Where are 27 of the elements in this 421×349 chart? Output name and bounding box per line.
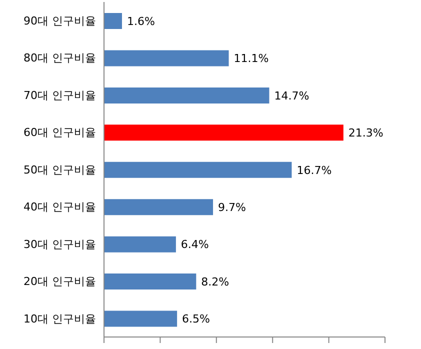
data-label: 1.6% bbox=[126, 14, 155, 28]
bar bbox=[104, 124, 344, 141]
bar bbox=[104, 310, 178, 327]
y-tick-label: 40대 인구비율 bbox=[24, 200, 96, 214]
y-tick-label: 90대 인구비율 bbox=[24, 14, 96, 28]
bar bbox=[104, 274, 196, 290]
data-label: 8.2% bbox=[201, 275, 230, 288]
bar bbox=[104, 87, 270, 104]
y-tick-label: 20대 인구비율 bbox=[24, 275, 96, 288]
data-label: 6.5% bbox=[182, 312, 210, 326]
bar bbox=[104, 236, 176, 252]
bar bbox=[104, 162, 292, 178]
y-tick-label: 50대 인구비율 bbox=[24, 163, 96, 176]
y-tick-label: 30대 인구비율 bbox=[24, 238, 96, 251]
y-tick-label: 10대 인구비율 bbox=[24, 312, 96, 326]
y-tick-label: 80대 인구비율 bbox=[24, 52, 96, 65]
y-tick-label: 60대 인구비율 bbox=[24, 126, 96, 140]
data-label: 11.1% bbox=[234, 52, 269, 66]
y-tick-label: 70대 인구비율 bbox=[24, 88, 96, 102]
bar bbox=[104, 50, 229, 66]
data-label: 16.7% bbox=[296, 164, 332, 177]
bar bbox=[104, 199, 214, 216]
data-label: 14.7% bbox=[274, 89, 310, 102]
data-label: 21.3% bbox=[348, 126, 384, 140]
data-label: 9.7% bbox=[218, 201, 246, 214]
data-label: 6.4% bbox=[180, 238, 209, 252]
bar bbox=[104, 13, 122, 29]
